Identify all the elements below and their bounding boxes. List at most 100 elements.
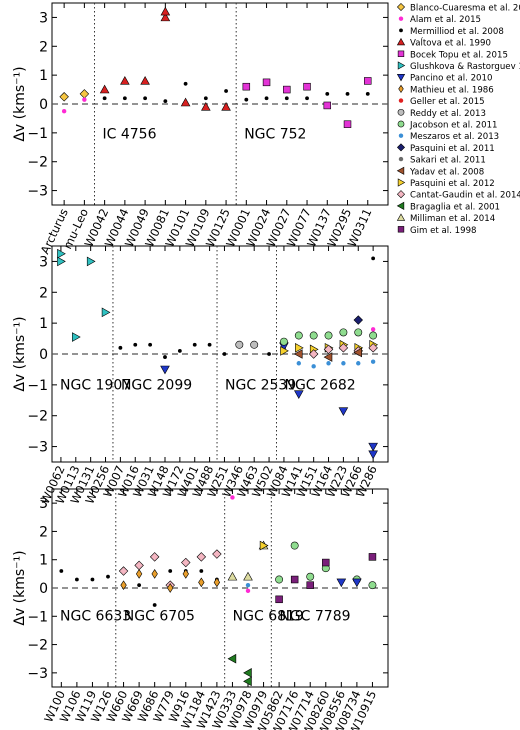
data-point [259, 540, 269, 551]
legend-entry: Alam et al. 2015 [410, 15, 481, 25]
legend-entry: Bragaglia et al. 2001 [410, 202, 500, 212]
data-point [290, 541, 299, 550]
data-point [201, 101, 211, 111]
cluster-label: NGC 6705 [124, 609, 195, 625]
data-point [183, 81, 188, 86]
data-point [235, 340, 244, 349]
legend-entry: Milliman et al. 2014 [410, 214, 495, 224]
data-point [196, 552, 207, 562]
data-point [262, 78, 271, 87]
y-tick-label: −2 [27, 409, 48, 425]
y-tick-label: 2 [39, 39, 48, 55]
y-tick-label: 1 [39, 68, 48, 84]
data-point [118, 566, 129, 576]
data-point [336, 578, 347, 588]
legend-entry: Blanco-Cuaresma et al. 2014 [410, 4, 520, 14]
legend-marker [397, 50, 405, 57]
y-tick-label: 1 [39, 316, 48, 332]
data-point [303, 82, 311, 91]
data-point [149, 552, 160, 562]
y-tick-label: −1 [27, 609, 48, 625]
data-point [283, 85, 291, 94]
data-point [368, 553, 377, 561]
y-axis-label: Δv (kms⁻¹) [12, 66, 28, 141]
data-point [134, 560, 144, 571]
data-point [74, 577, 79, 582]
data-point [180, 97, 191, 107]
data-point [368, 450, 378, 460]
data-point [224, 89, 228, 93]
data-point [322, 558, 330, 567]
data-point [308, 349, 319, 359]
data-point [160, 12, 171, 22]
data-point [368, 581, 377, 590]
legend-marker [396, 143, 406, 152]
legend-marker [398, 84, 404, 94]
legend-marker [396, 201, 405, 211]
legend-marker [396, 213, 406, 221]
data-point [324, 331, 333, 340]
data-point [57, 256, 66, 267]
legend-entry: Geller et al. 2015 [410, 97, 485, 107]
legend-entry: Reddy et al. 2013 [410, 109, 486, 119]
data-point [120, 75, 130, 85]
data-point [99, 84, 110, 94]
data-point [370, 359, 376, 364]
data-point [280, 346, 289, 356]
legend-entry: Pasquini et al. 2011 [410, 144, 495, 154]
data-point [245, 588, 251, 594]
data-point [198, 577, 205, 588]
data-point [59, 569, 64, 573]
data-point [267, 352, 271, 356]
data-point [79, 89, 90, 99]
data-point [57, 248, 66, 259]
data-point [90, 577, 95, 582]
data-point [192, 342, 197, 347]
data-point [243, 571, 253, 581]
data-point [151, 569, 158, 579]
legend-marker [397, 120, 405, 128]
data-point [181, 557, 191, 568]
y-tick-label: 3 [39, 10, 48, 26]
y-tick-label: 1 [39, 553, 48, 569]
y-tick-label: −2 [27, 638, 48, 654]
legend-marker [398, 98, 404, 103]
y-tick-label: 3 [39, 254, 48, 270]
data-point [59, 92, 69, 102]
legend-marker [397, 178, 406, 187]
cluster-label: NGC 7789 [279, 609, 350, 625]
legend-entry: Bocek Topu et al. 2015 [410, 50, 508, 60]
y-tick-label: 0 [39, 581, 48, 597]
legend-marker [397, 226, 405, 233]
data-point [222, 352, 227, 356]
cluster-label: IC 4756 [103, 127, 157, 143]
cluster-label: NGC 2099 [121, 377, 192, 393]
data-point [160, 365, 170, 375]
data-point [343, 120, 352, 128]
data-point [227, 571, 238, 581]
data-point [284, 96, 289, 101]
legend-entry: Pasquini et al. 2012 [410, 179, 495, 189]
cluster-label: NGC 1907 [60, 377, 131, 393]
y-tick-label: −2 [27, 155, 48, 171]
data-point [163, 355, 167, 359]
data-point [120, 580, 127, 591]
data-point [168, 569, 173, 573]
legend-marker [396, 190, 406, 199]
data-point [341, 361, 346, 366]
data-point [230, 495, 235, 500]
data-point [106, 574, 110, 579]
data-point [118, 345, 123, 350]
data-point [354, 328, 363, 337]
legend: Blanco-Cuaresma et al. 2014Alam et al. 2… [396, 2, 520, 236]
y-tick-label: −3 [27, 440, 48, 456]
data-point [102, 96, 107, 101]
data-point [203, 96, 208, 101]
data-point [242, 82, 251, 91]
data-point [364, 77, 372, 85]
legend-marker [398, 133, 404, 138]
data-point [86, 256, 96, 267]
legend-marker [399, 28, 403, 33]
